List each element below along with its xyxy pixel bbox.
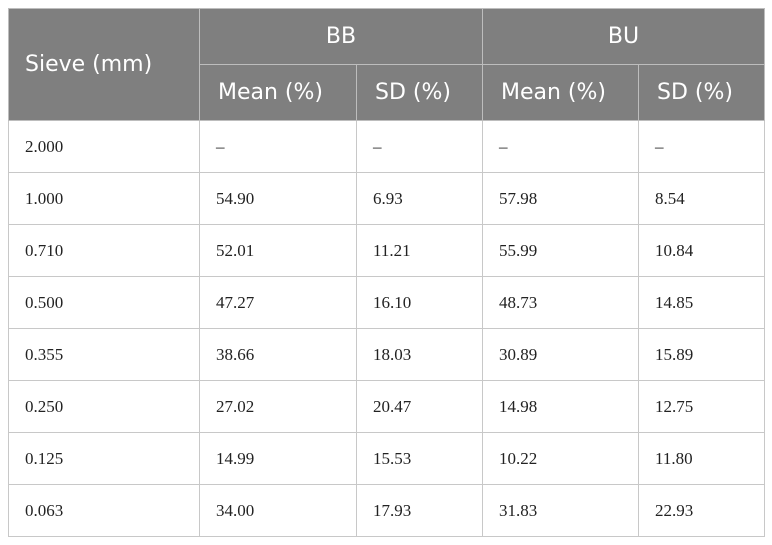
header-row: Sieve (mm) BB BU	[8, 8, 766, 121]
table-cell: 30.89	[482, 328, 639, 381]
table-cell: 38.66	[199, 328, 357, 381]
table-cell: 10.84	[637, 224, 766, 277]
table-cell: 2.000	[8, 120, 200, 173]
table-row: 0.500 47.27 16.10 48.73 14.85	[8, 276, 766, 329]
column-header: SD (%)	[637, 64, 766, 121]
table-cell: 8.54	[637, 172, 766, 225]
header-cell: Sieve (mm)	[8, 8, 200, 121]
table-row: 0.355 38.66 18.03 30.89 15.89	[8, 328, 766, 381]
table-cell: 14.85	[637, 276, 766, 329]
table-cell: 20.47	[356, 380, 483, 433]
column-header: Mean (%)	[199, 64, 357, 121]
group-header: BU	[481, 8, 766, 65]
table-row: 2.000– – – –	[8, 120, 766, 173]
table-cell: 0.355	[8, 328, 200, 381]
table-cell: 18.03	[356, 328, 483, 381]
table-cell: 48.73	[482, 276, 639, 329]
table-cell: 0.250	[8, 380, 200, 433]
table-cell: 12.75	[637, 380, 766, 433]
column-header: SD (%)	[356, 64, 483, 121]
table-cell: 0.063	[8, 484, 200, 537]
table-cell: 16.10	[356, 276, 483, 329]
table-cell: 14.98	[482, 380, 639, 433]
table-cell: –	[356, 120, 483, 173]
table-cell: 17.93	[356, 484, 483, 537]
table-cell: –	[199, 120, 357, 173]
table-row: 0.125 14.99 15.53 10.22 11.80	[8, 432, 766, 485]
table-cell: 55.99	[482, 224, 639, 277]
data-table: Sieve (mm) BB BU Mean (%) SD (%) Mean (%…	[8, 8, 766, 537]
table-cell: 47.27	[199, 276, 357, 329]
table-cell: 15.89	[637, 328, 766, 381]
table-cell: 10.22	[482, 432, 639, 485]
table-cell: 27.02	[199, 380, 357, 433]
table-cell: –	[482, 120, 639, 173]
table-cell: 57.98	[482, 172, 639, 225]
table-cell: 34.00	[199, 484, 357, 537]
table-cell: 1.000	[8, 172, 200, 225]
table-row: 1.000 54.90 6.93 57.98 8.54	[8, 172, 766, 225]
table-cell: 15.53	[356, 432, 483, 485]
table-cell: 22.93	[637, 484, 766, 537]
table-cell: 0.710	[8, 224, 200, 277]
table-cell: 52.01	[199, 224, 357, 277]
table-cell: 11.21	[356, 224, 483, 277]
table-cell: 14.99	[199, 432, 357, 485]
column-header: Mean (%)	[482, 64, 639, 121]
table-row: 0.063 34.00 17.93 31.83 22.93	[8, 484, 766, 537]
group-header: BB	[199, 8, 483, 65]
table-cell: 31.83	[482, 484, 639, 537]
table-cell: 11.80	[637, 432, 766, 485]
header-row: Mean (%) SD (%) Mean (%) SD (%)	[9, 64, 766, 121]
table-cell: –	[637, 120, 766, 173]
table-cell: 6.93	[356, 172, 483, 225]
table-header: Sieve (mm) BB BU Mean (%) SD (%) Mean (%…	[8, 8, 766, 121]
table-cell: 0.500	[8, 276, 200, 329]
table-cell: 0.125	[8, 432, 200, 485]
table-row: 0.250 27.02 20.47 14.98 12.75	[8, 380, 766, 433]
table-body: 2.000– – – –1.000 54.90 6.93 57.98 8.54 0.710 52.…	[8, 120, 766, 537]
table-row: 0.710 52.01 11.21 55.99 10.84	[8, 224, 766, 277]
table-cell: 54.90	[199, 172, 357, 225]
